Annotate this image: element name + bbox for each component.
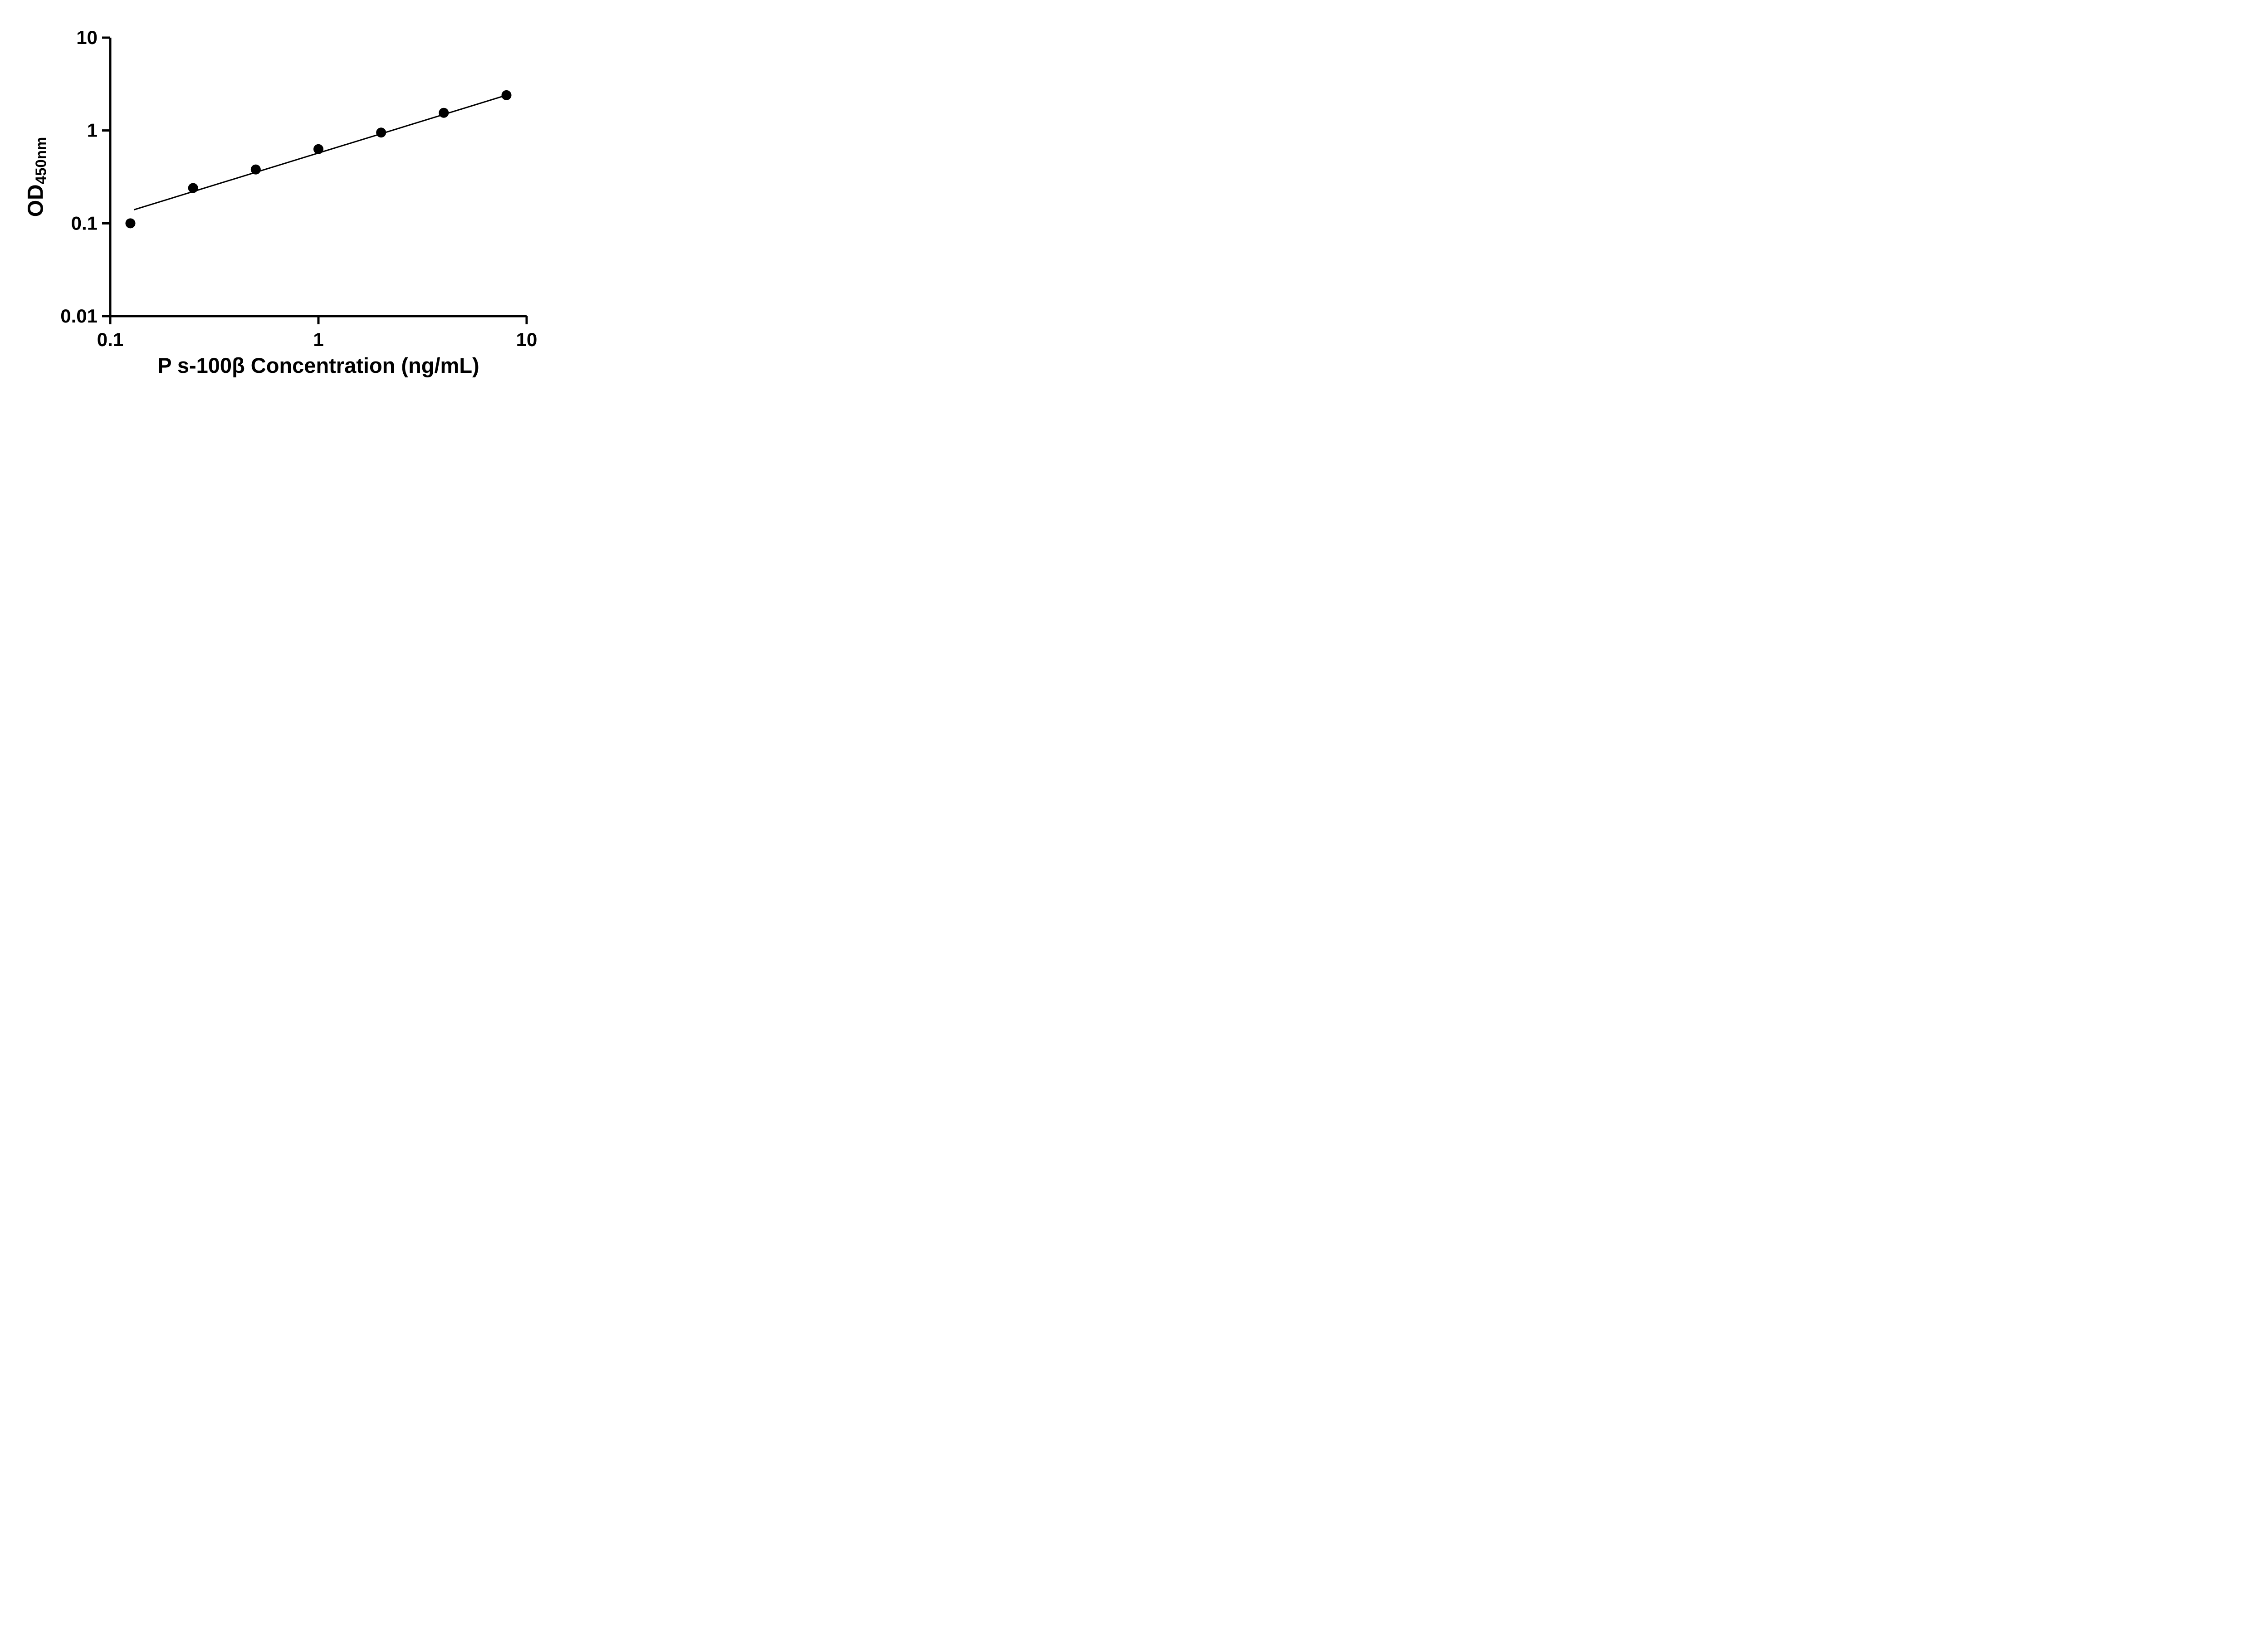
data-point (125, 218, 136, 229)
y-axis-title-main: OD (24, 184, 48, 217)
y-tick-label: 0.1 (71, 212, 98, 234)
x-tick-label: 10 (516, 329, 538, 350)
chart: 0.1 1 10 0.01 0.1 1 10 OD450nm P s-100β Concen… (0, 0, 582, 407)
y-tick-label: 1 (87, 120, 98, 141)
x-tick-label: 0.1 (97, 329, 123, 350)
y-axis-title-subscript: 450nm (32, 137, 49, 185)
x-tick-label: 1 (313, 329, 323, 350)
y-tick-label: 0.01 (60, 305, 98, 327)
x-axis-title: P s-100β Concentration (ng/mL) (157, 353, 479, 377)
fit-line (133, 94, 507, 210)
y-tick-label: 10 (76, 27, 98, 48)
